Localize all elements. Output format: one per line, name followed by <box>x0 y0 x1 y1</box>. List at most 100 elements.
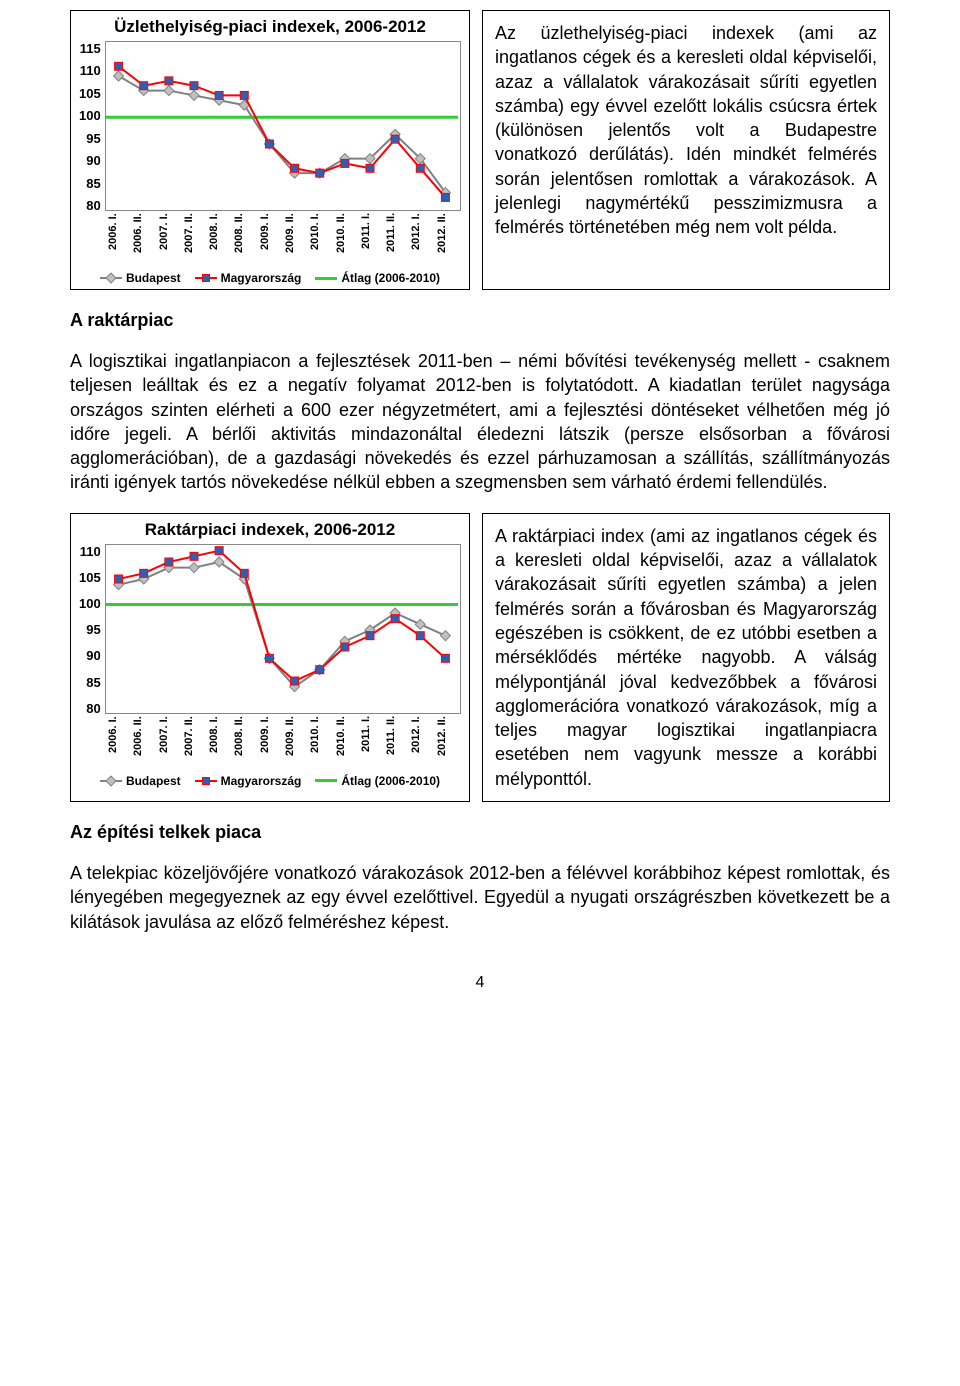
y-tick: 105 <box>79 86 101 101</box>
y-tick: 85 <box>79 176 101 191</box>
paragraph-2: A telekpiac közeljövőjére vonatkozó vára… <box>70 861 890 934</box>
x-tick: 2011. I. <box>360 213 385 269</box>
x-tick: 2009. II. <box>284 716 309 772</box>
chart-1-title: Üzlethelyiség-piaci indexek, 2006-2012 <box>79 17 461 37</box>
chart-2-y-axis: 11010510095908580 <box>79 544 105 716</box>
x-tick: 2011. II. <box>385 716 410 772</box>
chart-1-box: Üzlethelyiség-piaci indexek, 2006-2012 1… <box>70 10 470 290</box>
marker-square <box>265 140 273 148</box>
marker-square <box>315 665 323 673</box>
marker-square <box>114 575 122 583</box>
legend-item: Magyarország <box>195 271 302 285</box>
x-tick: 2012. II. <box>436 213 461 269</box>
marker-square <box>290 164 298 172</box>
legend-swatch <box>195 277 217 279</box>
marker-square <box>416 631 424 639</box>
marker-square <box>341 643 349 651</box>
y-tick: 105 <box>79 570 101 585</box>
legend-item: Átlag (2006-2010) <box>315 774 440 788</box>
marker-square <box>240 569 248 577</box>
marker-square <box>139 569 147 577</box>
row-1: Üzlethelyiség-piaci indexek, 2006-2012 1… <box>70 10 890 290</box>
marker-square <box>190 552 198 560</box>
row-2: Raktárpiaci indexek, 2006-2012 110105100… <box>70 513 890 802</box>
x-tick: 2007. II. <box>183 213 208 269</box>
marker-diamond <box>440 630 450 640</box>
x-tick: 2008. II. <box>233 213 258 269</box>
marker-square <box>240 91 248 99</box>
x-tick: 2007. I. <box>158 213 183 269</box>
marker-square <box>265 654 273 662</box>
x-tick: 2006. II. <box>132 213 157 269</box>
chart-2-legend: Budapest Magyarország Átlag (2006-2010) <box>79 774 461 788</box>
marker-square <box>441 193 449 201</box>
x-tick: 2011. I. <box>360 716 385 772</box>
marker-square <box>391 614 399 622</box>
legend-label: Budapest <box>126 271 181 285</box>
x-tick: 2008. II. <box>233 716 258 772</box>
section-heading-2: Az építési telkek piaca <box>70 822 890 843</box>
y-tick: 110 <box>79 63 101 78</box>
x-tick: 2012. I. <box>410 213 435 269</box>
marker-square <box>215 91 223 99</box>
y-tick: 90 <box>79 153 101 168</box>
x-tick: 2006. I. <box>107 716 132 772</box>
chart-2-box: Raktárpiaci indexek, 2006-2012 110105100… <box>70 513 470 802</box>
marker-square <box>165 77 173 85</box>
section-heading-1: A raktárpiac <box>70 310 890 331</box>
y-tick: 95 <box>79 131 101 146</box>
series-line <box>118 562 445 687</box>
legend-label: Átlag (2006-2010) <box>341 271 440 285</box>
legend-swatch <box>315 277 337 280</box>
chart-svg <box>106 42 458 212</box>
marker-diamond <box>164 86 174 96</box>
x-tick: 2010. II. <box>335 716 360 772</box>
x-tick: 2010. II. <box>335 213 360 269</box>
marker-diamond <box>189 562 199 572</box>
y-tick: 110 <box>79 544 101 559</box>
x-tick: 2012. II. <box>436 716 461 772</box>
chart-svg <box>106 545 458 715</box>
y-tick: 95 <box>79 622 101 637</box>
marker-square <box>290 677 298 685</box>
x-tick: 2009. I. <box>259 213 284 269</box>
x-tick: 2006. I. <box>107 213 132 269</box>
marker-diamond <box>415 619 425 629</box>
y-tick: 90 <box>79 648 101 663</box>
y-tick: 80 <box>79 198 101 213</box>
legend-label: Magyarország <box>221 271 302 285</box>
y-tick: 80 <box>79 701 101 716</box>
y-tick: 85 <box>79 675 101 690</box>
x-tick: 2009. II. <box>284 213 309 269</box>
chart-1-wrap: 11511010510095908580 <box>79 41 461 213</box>
marker-square <box>441 654 449 662</box>
chart-2-plot <box>105 544 461 714</box>
marker-square <box>114 62 122 70</box>
x-tick: 2012. I. <box>410 716 435 772</box>
chart-2-title: Raktárpiaci indexek, 2006-2012 <box>79 520 461 540</box>
x-tick: 2009. I. <box>259 716 284 772</box>
legend-item: Budapest <box>100 271 181 285</box>
chart-1-plot <box>105 41 461 211</box>
chart-1-legend: Budapest Magyarország Átlag (2006-2010) <box>79 271 461 285</box>
text-box-1: Az üzlethelyiség-piaci indexek (ami az i… <box>482 10 890 290</box>
legend-item: Átlag (2006-2010) <box>315 271 440 285</box>
marker-diamond <box>113 71 123 81</box>
legend-item: Magyarország <box>195 774 302 788</box>
chart-2-wrap: 11010510095908580 <box>79 544 461 716</box>
marker-square <box>366 631 374 639</box>
legend-label: Budapest <box>126 774 181 788</box>
chart-1-x-axis: 2006. I.2006. II.2007. I.2007. II.2008. … <box>107 213 461 269</box>
x-tick: 2006. II. <box>132 716 157 772</box>
marker-square <box>391 135 399 143</box>
marker-square <box>139 82 147 90</box>
x-tick: 2008. I. <box>208 716 233 772</box>
legend-swatch <box>100 780 122 782</box>
legend-swatch <box>100 277 122 279</box>
marker-square <box>190 82 198 90</box>
x-tick: 2008. I. <box>208 213 233 269</box>
marker-square <box>416 164 424 172</box>
y-tick: 100 <box>79 108 101 123</box>
legend-item: Budapest <box>100 774 181 788</box>
x-tick: 2010. I. <box>309 213 334 269</box>
